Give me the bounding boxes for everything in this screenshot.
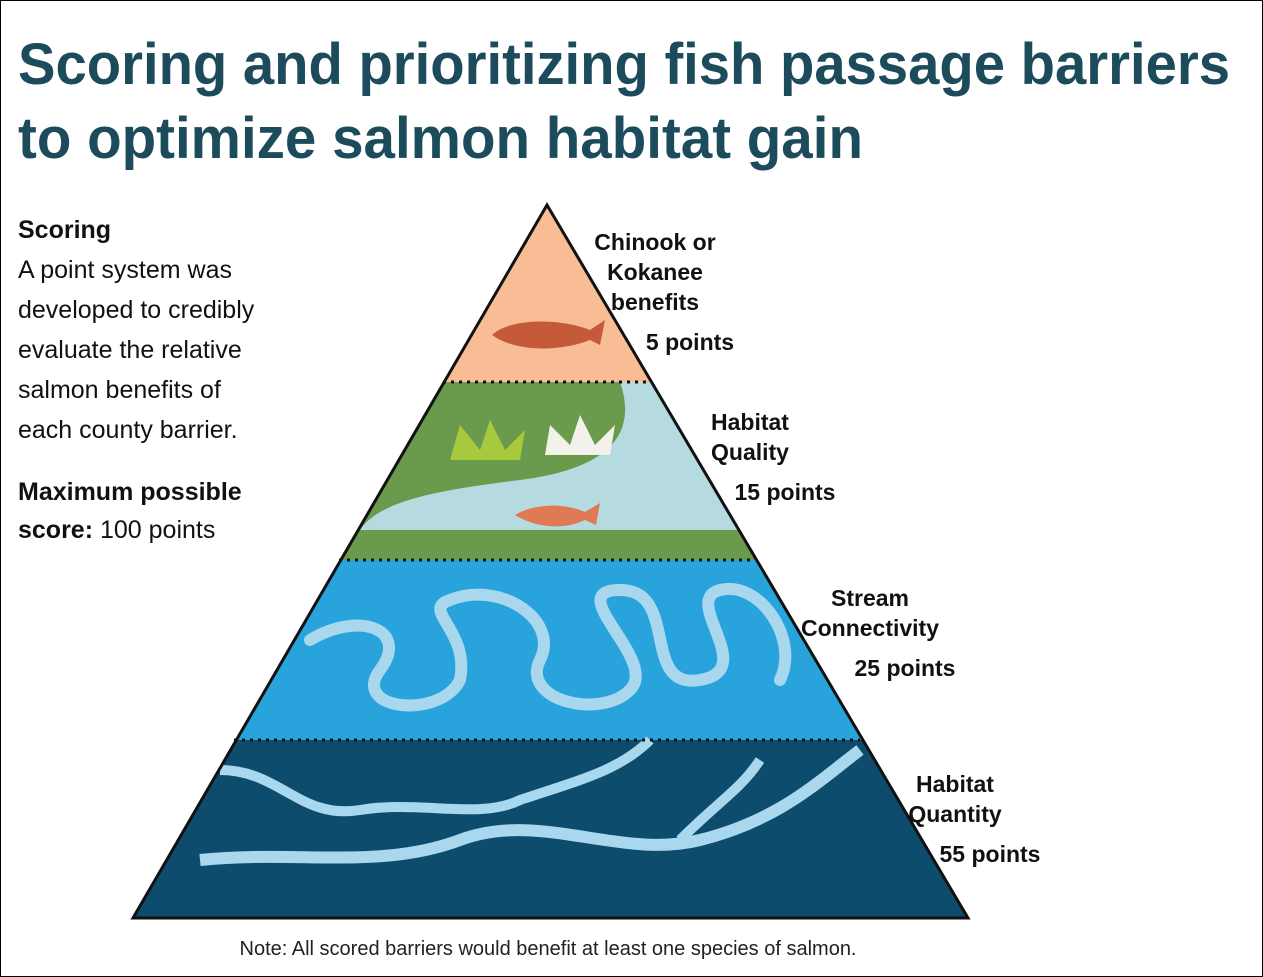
tier-label: Stream: [831, 585, 909, 611]
sidebar-line: evaluate the relative: [18, 336, 242, 364]
tier-points: 55 points: [940, 841, 1041, 867]
sidebar-heading: Scoring: [18, 216, 111, 244]
fish: [515, 503, 600, 527]
max-line: score: 100 points: [18, 516, 215, 544]
note: Note: All scored barriers would benefit …: [240, 938, 857, 960]
max-label: Maximum possible: [18, 478, 242, 506]
tier-label: Quality: [711, 439, 789, 465]
tier-label: Connectivity: [801, 615, 939, 641]
stream: [199, 745, 864, 866]
title-line: Scoring and prioritizing fish passage ba…: [18, 32, 1230, 97]
stream: [676, 757, 765, 844]
sidebar-line: salmon benefits of: [18, 376, 221, 404]
grass: [450, 420, 525, 460]
tier-label: Quantity: [908, 801, 1001, 827]
tier-points: 25 points: [855, 655, 956, 681]
grass: [545, 415, 615, 455]
pyramid-outline: [130, 202, 971, 920]
tier-label: Habitat: [916, 771, 994, 797]
max-value: 100 points: [100, 516, 215, 544]
sidebar-line: each county barrier.: [18, 416, 238, 444]
meander: [304, 582, 792, 712]
title-line: to optimize salmon habitat gain: [18, 106, 863, 171]
stream: [219, 736, 654, 817]
max-label: score:: [18, 516, 93, 544]
sidebar-line: developed to credibly: [18, 296, 255, 324]
tier-label: Kokanee: [607, 259, 703, 285]
tier-label: Chinook or: [594, 229, 715, 255]
tier-label: benefits: [611, 289, 699, 315]
fish: [492, 320, 605, 349]
sidebar-line: A point system was: [18, 256, 232, 284]
tier-label: Habitat: [711, 409, 789, 435]
tier-points: 15 points: [735, 479, 836, 505]
tier-points: 5 points: [646, 329, 734, 355]
